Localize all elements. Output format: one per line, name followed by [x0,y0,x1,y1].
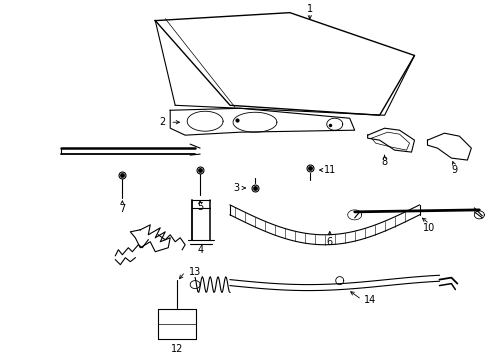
Text: 5: 5 [197,202,203,212]
Text: 3: 3 [232,183,239,193]
Text: 2: 2 [159,117,165,127]
Text: 9: 9 [450,165,457,175]
Text: 1: 1 [306,4,312,14]
Text: 6: 6 [326,237,332,247]
Text: 8: 8 [381,157,387,167]
Text: 10: 10 [423,223,435,233]
Text: 14: 14 [363,294,375,305]
Text: 12: 12 [171,345,183,354]
Text: 7: 7 [119,204,125,214]
Text: 13: 13 [189,267,201,276]
Text: 11: 11 [323,165,335,175]
Text: 4: 4 [197,245,203,255]
